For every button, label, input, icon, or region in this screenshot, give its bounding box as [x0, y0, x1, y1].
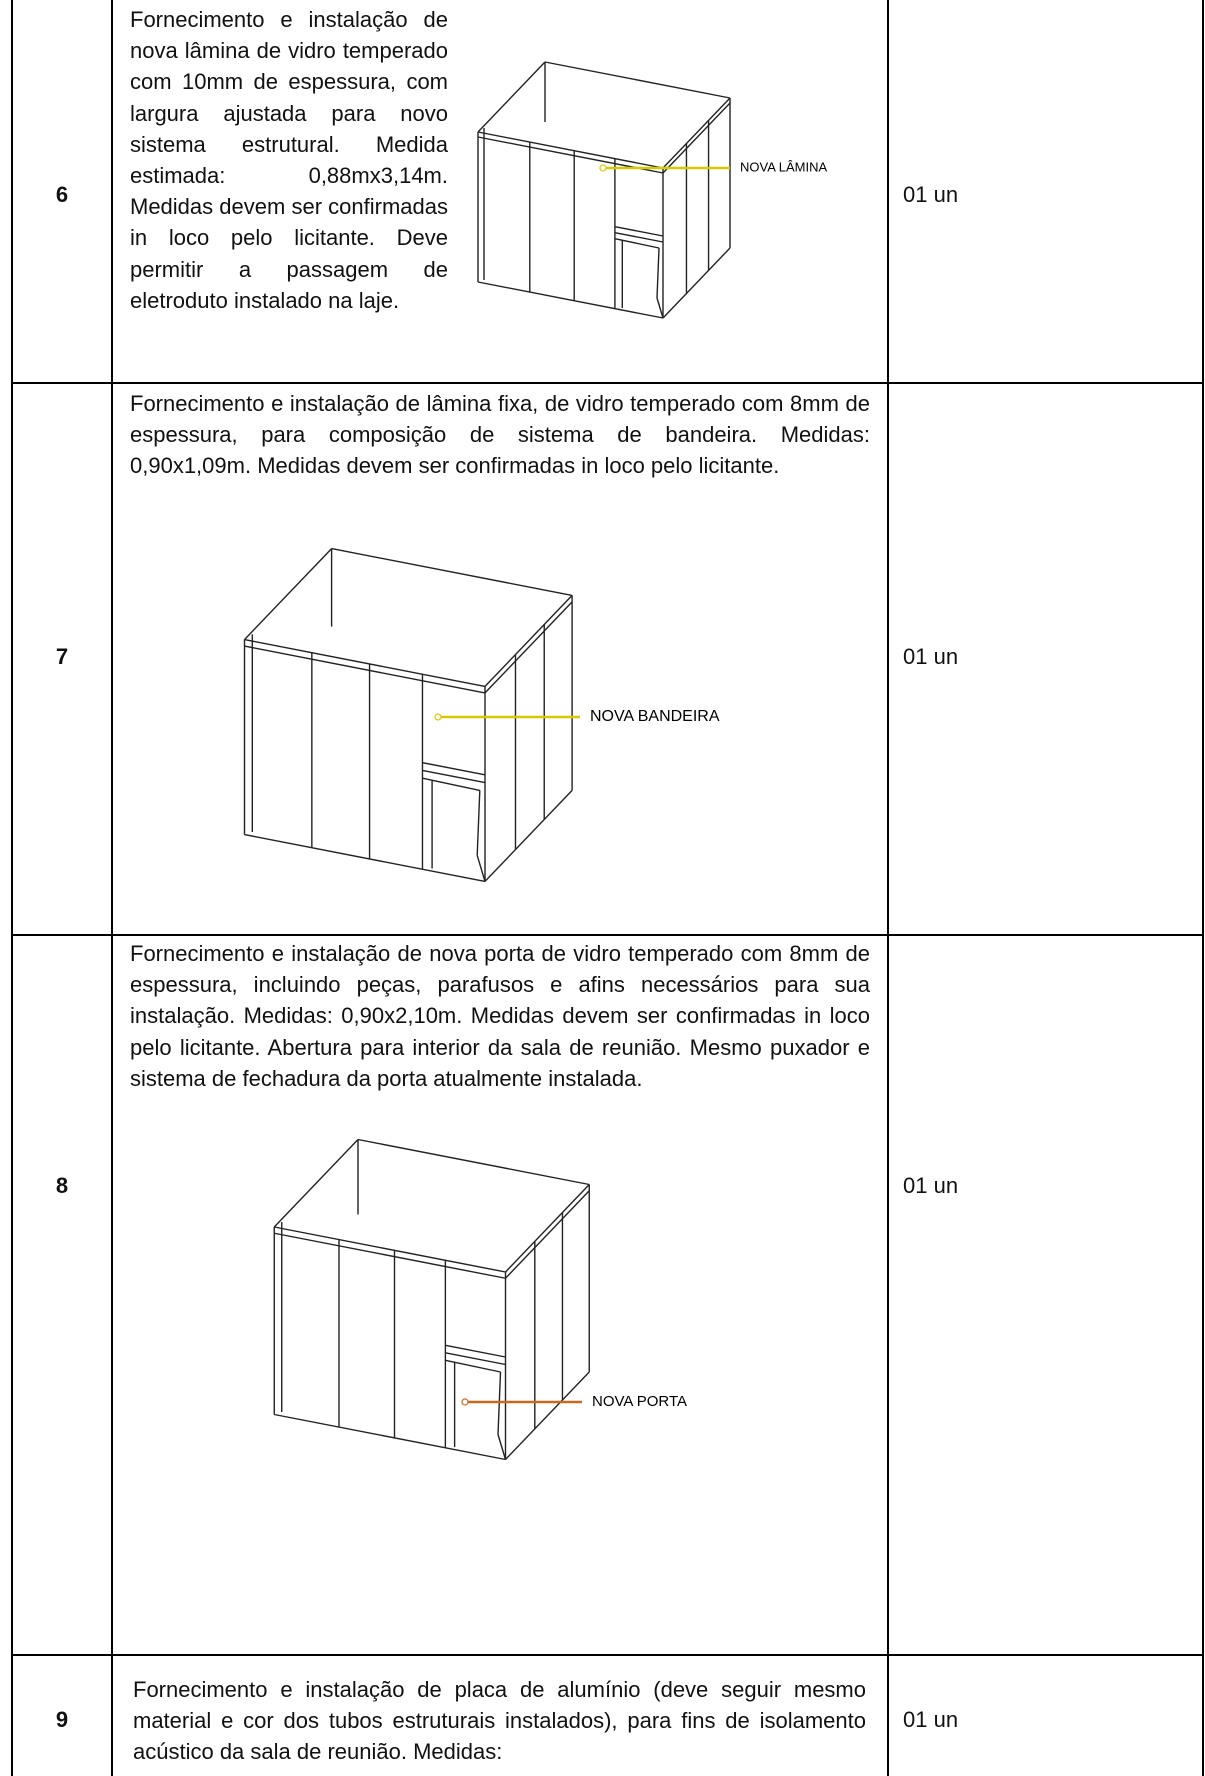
quantity: 01 un — [903, 1173, 959, 1198]
drawing-line — [243, 548, 333, 641]
description: Fornecimento e instalação de nova porta … — [130, 941, 870, 1091]
drawing-line — [274, 1226, 506, 1273]
drawing-line — [504, 1190, 590, 1279]
figure-label: NOVA LÂMINA — [740, 159, 828, 174]
description: Fornecimento e instalação de nova lâmina… — [130, 7, 448, 313]
drawing-line — [274, 1232, 506, 1279]
drawing-line — [656, 247, 660, 299]
drawing-line — [422, 769, 486, 784]
drawing-line — [662, 97, 731, 169]
figure-label: NOVA BANDEIRA — [590, 708, 720, 725]
drawing-line — [504, 1371, 590, 1460]
drawing-line — [656, 297, 664, 319]
drawing-line — [273, 1139, 359, 1228]
description: Fornecimento e instalação de lâmina fixa… — [130, 391, 870, 479]
drawing-line — [477, 281, 664, 319]
drawing-line — [476, 855, 486, 882]
drawing-line — [476, 790, 481, 856]
drawing-line — [477, 61, 546, 133]
drawing-line — [274, 1413, 506, 1461]
item-number: 6 — [55, 182, 69, 207]
item-number: 7 — [55, 644, 69, 669]
drawing-line — [477, 131, 664, 169]
drawing-line — [445, 1344, 506, 1358]
drawing-line — [244, 645, 486, 694]
drawing-line — [422, 761, 486, 776]
drawing-line — [504, 1184, 590, 1273]
drawing-line — [484, 789, 573, 882]
description: Fornecimento e instalação de placa de al… — [133, 1677, 866, 1765]
drawing-line — [357, 1138, 590, 1186]
leader-dot — [599, 164, 607, 172]
drawing-line — [614, 231, 664, 243]
drawing-line — [244, 638, 486, 688]
drawing-line — [544, 61, 731, 99]
item-number: 9 — [55, 1707, 69, 1732]
drawing-line — [497, 1434, 507, 1460]
leader-dot — [434, 713, 442, 721]
quantity: 01 un — [903, 182, 959, 207]
quantity: 01 un — [903, 644, 959, 669]
quantity: 01 un — [903, 1707, 959, 1732]
drawing-line — [445, 1352, 506, 1366]
drawing-line — [331, 547, 573, 597]
drawing-line — [244, 833, 486, 883]
drawing-line — [662, 247, 731, 319]
item-number: 8 — [55, 1173, 69, 1198]
drawing-line — [484, 594, 573, 687]
leader-dot — [461, 1398, 469, 1406]
drawing-line — [614, 225, 664, 237]
figure-label: NOVA PORTA — [592, 1393, 687, 1410]
drawing-line — [484, 601, 573, 694]
drawing-line — [662, 102, 731, 174]
